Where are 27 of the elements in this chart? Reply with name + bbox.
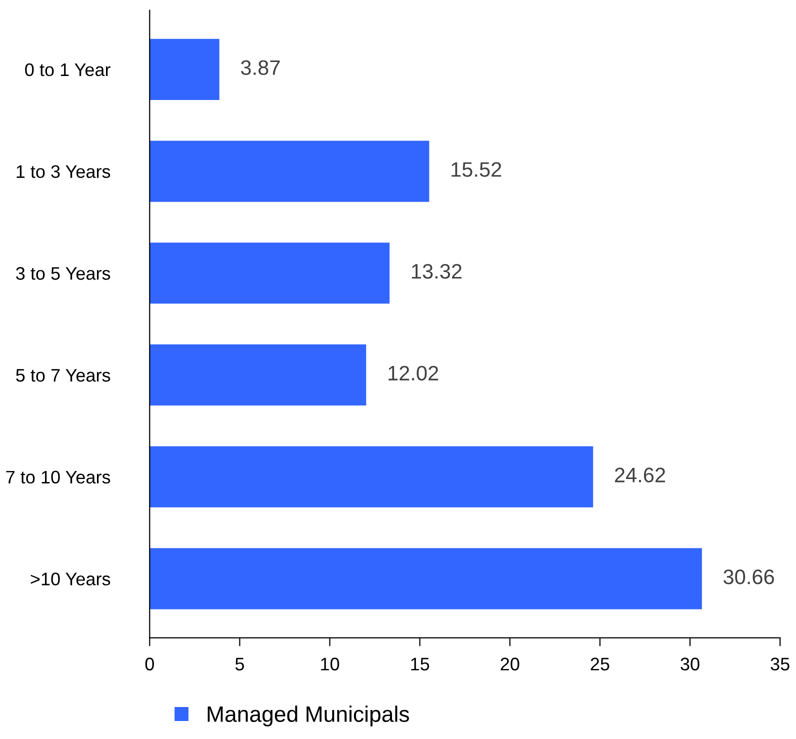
y-tick-label: >10 Years [30, 572, 110, 586]
data-label: 24.62 [614, 468, 666, 482]
x-tick-label: 0 [145, 658, 154, 670]
data-label: 13.32 [412, 264, 462, 279]
x-tick-label: 30 [680, 658, 700, 670]
x-tick-label: 35 [770, 658, 790, 670]
bar [150, 242, 390, 304]
bar [150, 38, 220, 100]
x-tick-label: 25 [590, 658, 610, 670]
y-tick-label: 3 to 5 Years [16, 267, 110, 280]
y-tick-label: 1 to 3 Years [16, 165, 110, 178]
x-tick-label: 15 [411, 658, 430, 670]
x-tick-label: 5 [235, 658, 244, 670]
data-label: 3.87 [240, 60, 280, 76]
y-tick-label: 0 to 1 Year [25, 63, 110, 76]
x-tick-label: 20 [500, 658, 520, 670]
data-label: 30.66 [724, 570, 774, 584]
data-label: 12.02 [388, 366, 438, 381]
bar [150, 344, 366, 406]
bar [150, 548, 702, 610]
y-tick-label: 7 to 10 Years [6, 470, 110, 484]
bar [150, 140, 430, 202]
legend-label: Managed Municipals [208, 706, 409, 726]
x-tick-label: 10 [321, 658, 340, 670]
bar [150, 446, 594, 508]
y-tick-label: 5 to 7 Years [16, 369, 110, 382]
data-label: 15.52 [452, 162, 502, 177]
